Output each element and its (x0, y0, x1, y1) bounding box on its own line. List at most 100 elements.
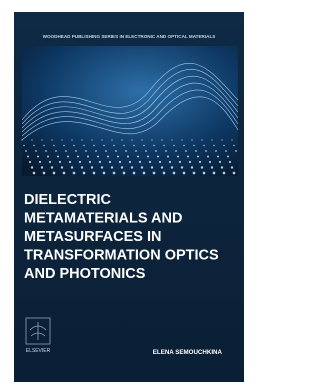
grid-dot (115, 150, 117, 152)
grid-dot (103, 145, 104, 146)
grid-dot (163, 145, 164, 146)
grid-dot (225, 150, 227, 152)
grid-dot (223, 172, 226, 175)
grid-dot (183, 172, 186, 175)
grid-dot (205, 150, 207, 152)
grid-dot (23, 145, 24, 146)
grid-dot (159, 161, 161, 163)
grid-dot (173, 172, 176, 175)
grid-dot (31, 139, 32, 140)
grid-dot (25, 150, 27, 152)
grid-dot (113, 145, 114, 146)
grid-dot (83, 145, 84, 146)
grid-dot (153, 145, 154, 146)
grid-dot (141, 139, 142, 140)
publisher-name: ELSEVIER (26, 348, 51, 354)
grid-dot (139, 161, 141, 163)
grid-dot (153, 172, 156, 175)
grid-dot (33, 172, 36, 175)
grid-dot (41, 166, 43, 168)
grid-dot (201, 166, 203, 168)
grid-dot (177, 156, 179, 158)
grid-dot (199, 161, 201, 163)
grid-dot (183, 145, 184, 146)
grid-dot (143, 172, 146, 175)
grid-dot (43, 145, 44, 146)
grid-dot (93, 172, 96, 175)
grid-dot (161, 139, 162, 140)
grid-dot (233, 172, 236, 175)
grid-dot (39, 161, 41, 163)
grid-dot (203, 145, 204, 146)
grid-dot (111, 166, 113, 168)
grid-dot (133, 172, 136, 175)
grid-dot (67, 156, 69, 158)
grid-dot (61, 166, 63, 168)
grid-dot (81, 166, 83, 168)
grid-dot (223, 145, 224, 146)
grid-dot (185, 150, 187, 152)
grid-dot (75, 150, 77, 152)
grid-dot (131, 166, 133, 168)
grid-dot (125, 150, 127, 152)
grid-dot (167, 156, 169, 158)
grid-dot (105, 150, 107, 152)
grid-dot (151, 139, 152, 140)
book-cover: WOODHEAD PUBLISHING SERIES IN ELECTRONIC… (0, 0, 257, 390)
grid-dot (89, 161, 91, 163)
grid-dot (81, 139, 82, 140)
grid-dot (53, 172, 56, 175)
grid-dot (51, 166, 53, 168)
grid-dot (49, 161, 51, 163)
grid-dot (113, 172, 116, 175)
grid-dot (217, 156, 219, 158)
grid-dot (235, 150, 237, 152)
grid-dot (97, 156, 99, 158)
grid-dot (221, 139, 222, 140)
grid-dot (95, 150, 97, 152)
grid-dot (103, 172, 106, 175)
grid-dot (73, 172, 76, 175)
grid-dot (127, 156, 129, 158)
grid-dot (191, 166, 193, 168)
grid-dot (121, 166, 123, 168)
grid-dot (195, 150, 197, 152)
grid-dot (165, 150, 167, 152)
grid-dot (201, 139, 202, 140)
grid-dot (147, 156, 149, 158)
grid-dot (211, 139, 212, 140)
grid-dot (57, 156, 59, 158)
grid-dot (215, 150, 217, 152)
grid-dot (161, 166, 163, 168)
grid-dot (187, 156, 189, 158)
grid-dot (137, 156, 139, 158)
grid-dot (151, 166, 153, 168)
grid-dot (121, 139, 122, 140)
grid-dot (71, 166, 73, 168)
grid-dot (117, 156, 119, 158)
grid-dot (163, 172, 166, 175)
grid-dot (213, 145, 214, 146)
grid-dot (93, 145, 94, 146)
grid-dot (35, 150, 37, 152)
grid-dot (231, 139, 232, 140)
grid-dot (229, 161, 231, 163)
grid-dot (79, 161, 81, 163)
title-line: TRANSFORMATION OPTICS (24, 248, 219, 264)
grid-dot (43, 172, 46, 175)
grid-dot (227, 156, 229, 158)
grid-dot (189, 161, 191, 163)
grid-dot (219, 161, 221, 163)
grid-dot (73, 145, 74, 146)
grid-dot (63, 172, 66, 175)
grid-dot (155, 150, 157, 152)
grid-dot (193, 172, 196, 175)
grid-dot (181, 139, 182, 140)
grid-dot (111, 139, 112, 140)
grid-dot (171, 166, 173, 168)
grid-dot (99, 161, 101, 163)
grid-dot (173, 145, 174, 146)
grid-dot (221, 166, 223, 168)
grid-dot (197, 156, 199, 158)
grid-dot (101, 139, 102, 140)
